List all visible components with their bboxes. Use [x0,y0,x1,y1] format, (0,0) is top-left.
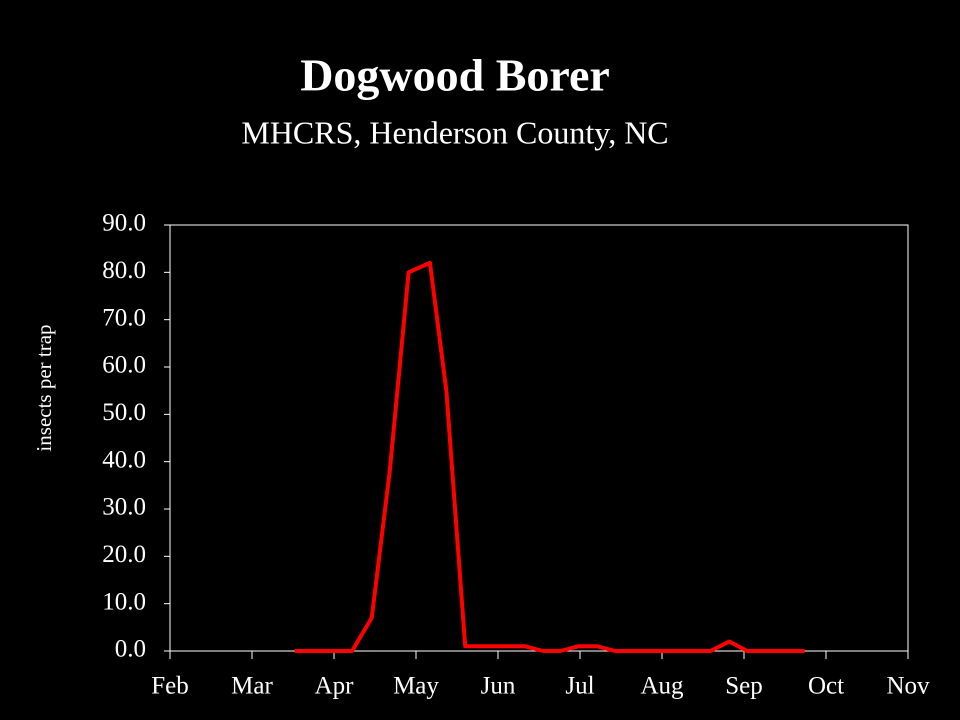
x-tick-label: May [393,673,439,700]
chart-subtitle: MHCRS, Henderson County, NC [241,114,668,150]
x-tick-label: Feb [151,673,189,700]
y-tick-label: 50.0 [102,399,146,426]
y-tick-label: 90.0 [102,210,146,237]
y-tick-label: 70.0 [102,304,146,331]
x-tick-label: Mar [231,673,273,700]
chart-title: Dogwood Borer [300,50,610,101]
data-line [294,260,805,653]
y-tick-label: 40.0 [102,446,146,473]
x-tick-label: Aug [640,673,684,700]
x-tick-label: Apr [315,673,355,700]
y-tick-label: 30.0 [102,494,146,521]
x-tick-label: Sep [725,673,763,700]
y-tick-label: 10.0 [102,588,146,615]
x-tick-label: Nov [886,673,930,700]
y-tick-label: 80.0 [102,257,146,284]
x-tick-label: Jun [481,673,516,700]
y-tick-label: 60.0 [102,352,146,379]
x-tick-label: Oct [808,673,844,700]
x-tick-label: Jul [565,673,594,700]
y-tick-label: 0.0 [115,636,146,663]
y-axis-label: insects per trap [32,324,56,451]
plot-frame [169,224,909,652]
y-tick-label: 20.0 [102,541,146,568]
